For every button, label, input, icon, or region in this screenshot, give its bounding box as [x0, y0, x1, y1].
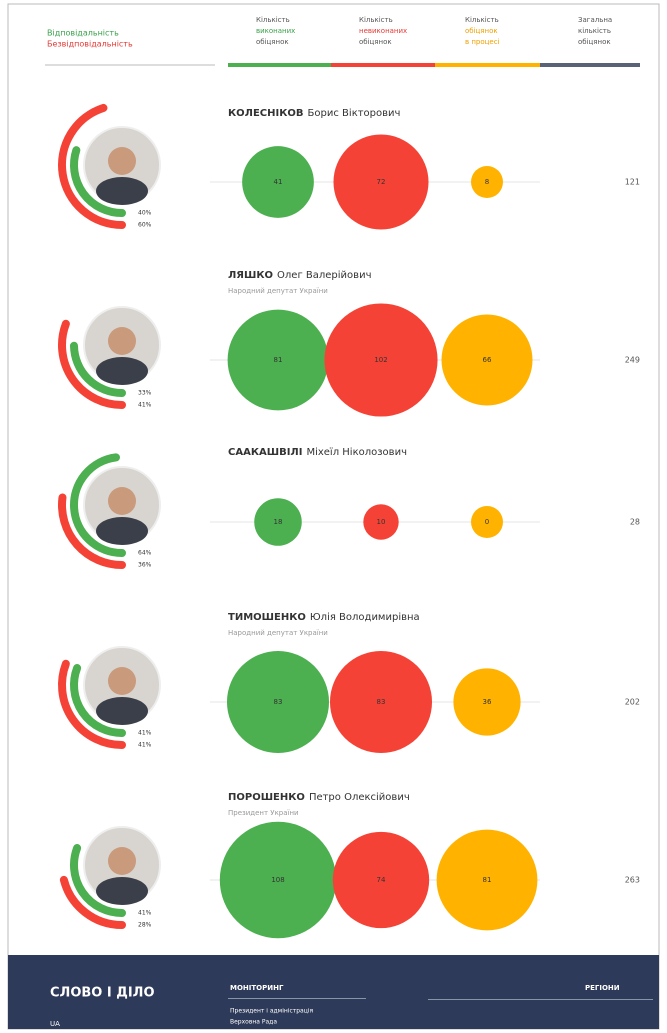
- column-header: невиконаних: [359, 27, 407, 35]
- photo-face: [108, 487, 136, 515]
- photo-face: [108, 327, 136, 355]
- bubble-value: 74: [377, 876, 386, 884]
- score-label: 41%: [138, 910, 152, 917]
- total-value: 121: [625, 178, 640, 187]
- score-label: 40%: [138, 210, 152, 217]
- bubble-value: 10: [377, 518, 386, 526]
- person-name: СААКАШВІЛІ Міхеїл Ніколозович: [228, 446, 407, 458]
- legend-good: Відповідальність: [47, 29, 119, 38]
- bubble-value: 83: [274, 698, 283, 706]
- footer-menu-title: МОНІТОРИНГ: [230, 984, 284, 992]
- column-header: обіцянок: [578, 38, 611, 46]
- column-header: виконаних: [256, 27, 295, 35]
- bubble-value: 102: [374, 356, 387, 364]
- footer-lang[interactable]: UA: [50, 1020, 60, 1028]
- col-rule: [435, 63, 540, 67]
- footer-logo[interactable]: СЛОВО І ДІЛО: [50, 986, 155, 1001]
- photo-face: [108, 667, 136, 695]
- person-role: Президент України: [228, 809, 299, 817]
- col-rule: [228, 63, 331, 67]
- column-header: обіцянок: [465, 27, 498, 35]
- person-name: КОЛЕСНІКОВ Борис Вікторович: [228, 107, 400, 119]
- bubble-value: 72: [377, 178, 386, 186]
- surname: КОЛЕСНІКОВ: [228, 108, 304, 119]
- surname: СААКАШВІЛІ: [228, 447, 302, 458]
- total-value: 249: [625, 356, 640, 365]
- column-header: в процесі: [465, 38, 500, 46]
- column-header: обіцянок: [359, 38, 392, 46]
- person-name: ПОРОШЕНКО Петро Олексійович: [228, 791, 410, 803]
- photo-body: [96, 877, 148, 905]
- column-header: Кількість: [256, 16, 290, 24]
- given-name: Міхеїл Ніколозович: [306, 446, 407, 458]
- person-role: Народний депутат України: [228, 287, 328, 295]
- legend-bad: Безвідповідальність: [47, 40, 133, 49]
- total-value: 202: [625, 698, 640, 707]
- score-label: 41%: [138, 742, 152, 749]
- photo-body: [96, 697, 148, 725]
- col-rule: [540, 63, 640, 67]
- score-label: 28%: [138, 922, 152, 929]
- footer-regions-title: РЕГІОНИ: [585, 984, 620, 992]
- header-rule: [45, 64, 215, 66]
- score-label: 64%: [138, 550, 152, 557]
- person-name: ЛЯШКО Олег Валерійович: [228, 269, 371, 281]
- surname: ПОРОШЕНКО: [228, 792, 305, 803]
- surname: ЛЯШКО: [228, 270, 273, 281]
- column-header: Загальна: [578, 16, 612, 24]
- column-header: обіцянок: [256, 38, 289, 46]
- page: Відповідальність Безвідповідальність СЛО…: [0, 0, 667, 1033]
- photo-body: [96, 177, 148, 205]
- column-header: Кількість: [359, 16, 393, 24]
- footer-link[interactable]: Президент і адміністрація: [230, 1008, 313, 1015]
- bubble-value: 81: [483, 876, 492, 884]
- given-name: Борис Вікторович: [308, 107, 401, 119]
- column-header: кількість: [578, 27, 611, 35]
- bubble-value: 8: [485, 178, 489, 186]
- given-name: Петро Олексійович: [309, 791, 410, 803]
- bubble-value: 0: [485, 518, 489, 526]
- score-label: 41%: [138, 402, 152, 409]
- photo-body: [96, 357, 148, 385]
- bubble-value: 66: [483, 356, 492, 364]
- given-name: Олег Валерійович: [277, 269, 371, 281]
- surname: ТИМОШЕНКО: [228, 612, 306, 623]
- footer-rule: [228, 998, 366, 999]
- bubble-value: 108: [271, 876, 284, 884]
- total-value: 263: [625, 876, 640, 885]
- score-label: 36%: [138, 562, 152, 569]
- column-header: Кількість: [465, 16, 499, 24]
- person-name: ТИМОШЕНКО Юлія Володимирівна: [228, 611, 420, 623]
- bubble-value: 81: [274, 356, 283, 364]
- bubble-value: 41: [274, 178, 283, 186]
- bubble-value: 83: [377, 698, 386, 706]
- photo-face: [108, 847, 136, 875]
- person-role: Народний депутат України: [228, 629, 328, 637]
- bubble-value: 18: [274, 518, 283, 526]
- col-rule: [331, 63, 435, 67]
- score-label: 41%: [138, 730, 152, 737]
- score-label: 33%: [138, 390, 152, 397]
- score-label: 60%: [138, 222, 152, 229]
- bubble-value: 36: [483, 698, 492, 706]
- photo-body: [96, 517, 148, 545]
- total-value: 28: [630, 518, 640, 527]
- footer-link[interactable]: Верховна Рада: [230, 1019, 277, 1026]
- footer-rule: [428, 999, 653, 1000]
- given-name: Юлія Володимирівна: [310, 611, 420, 623]
- photo-face: [108, 147, 136, 175]
